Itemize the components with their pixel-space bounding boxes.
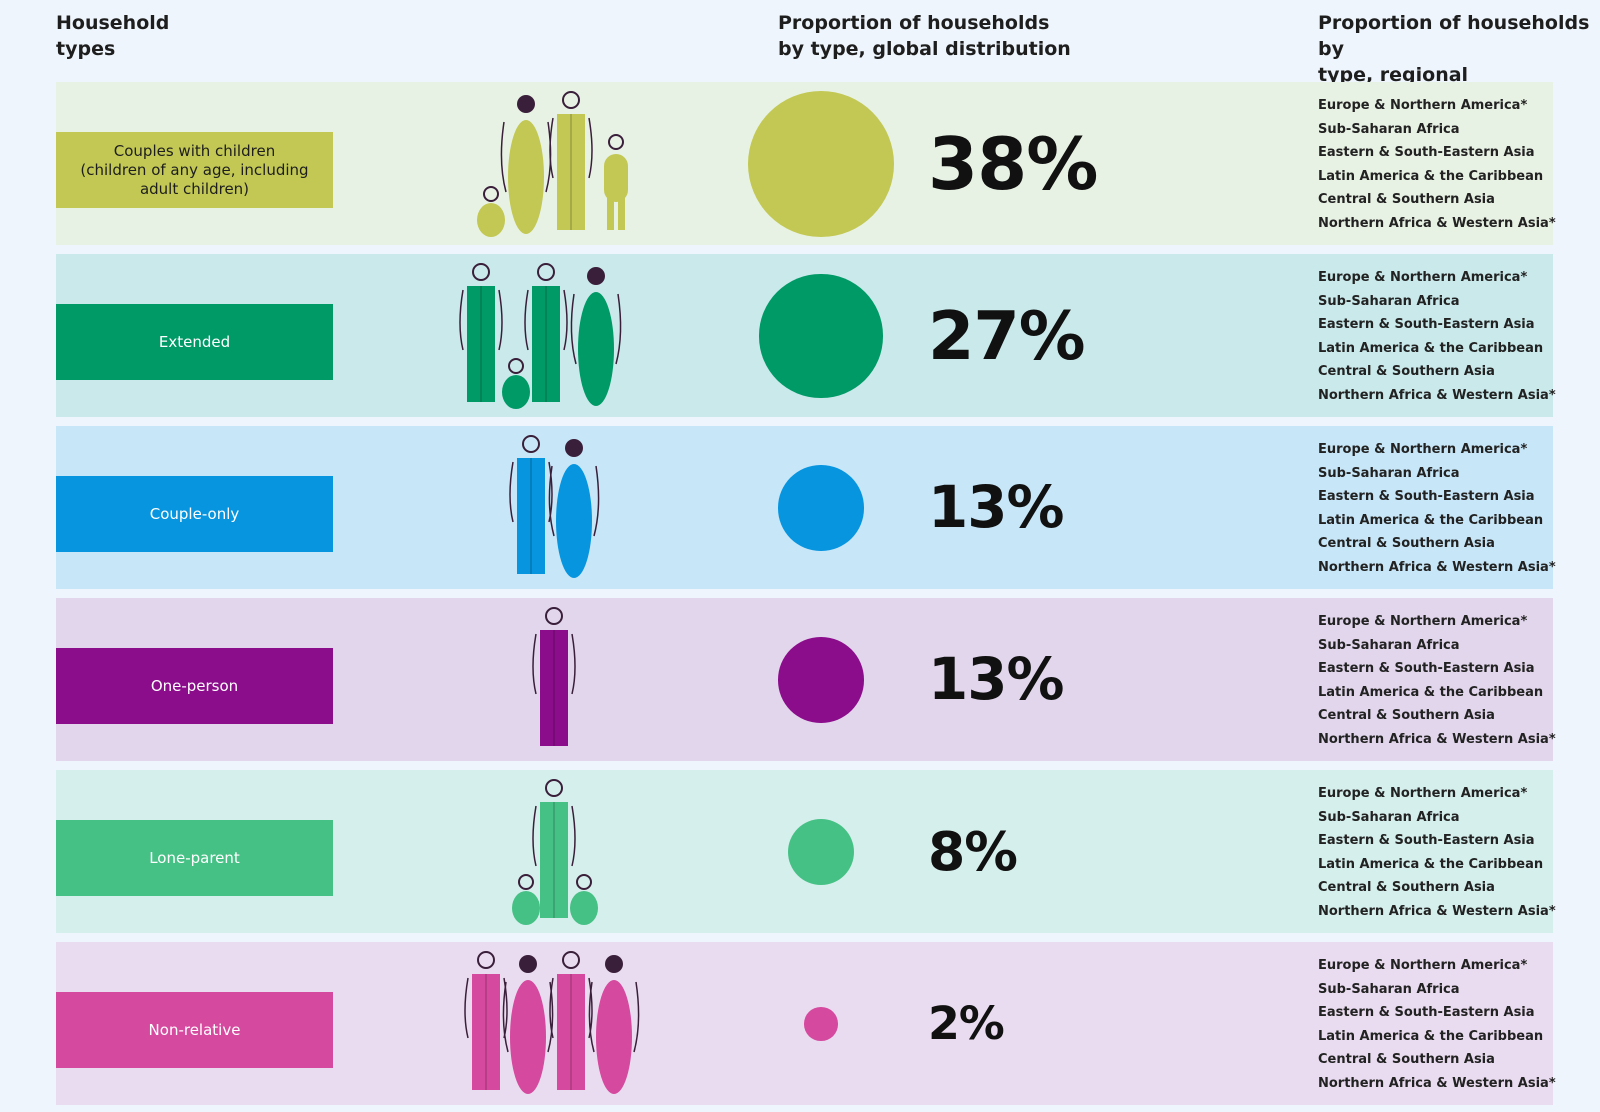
region-item: Central & Southern Asia xyxy=(1318,880,1495,895)
region-item: Northern Africa & Western Asia* xyxy=(1318,559,1556,575)
person-figure-icon xyxy=(588,955,640,1094)
household-row: One-person 13% Europe & Northern America* S… xyxy=(56,598,1556,761)
proportion-bubble xyxy=(778,465,864,551)
percentage-label: 13% xyxy=(928,473,1065,542)
household-row: Couple-only 13% Europe & Northern America*… xyxy=(56,426,1556,589)
person-figure-icon xyxy=(509,435,553,574)
region-item: Europe & Northern America* xyxy=(1318,270,1528,285)
region-item: Sub-Saharan Africa xyxy=(1318,981,1460,997)
household-type-label: Lone-parent xyxy=(56,820,333,896)
region-item: Central & Southern Asia xyxy=(1318,536,1495,551)
household-type-label: Non-relative xyxy=(56,992,333,1068)
region-item: Eastern & South-Eastern Asia xyxy=(1318,1005,1535,1020)
household-illustration xyxy=(459,263,622,409)
person-figure-icon xyxy=(512,874,540,925)
region-list: Europe & Northern America* Sub-Saharan Af… xyxy=(1318,954,1556,1095)
region-item: Northern Africa & Western Asia* xyxy=(1318,387,1556,403)
person-figure-icon xyxy=(548,439,600,578)
percentage-label: 27% xyxy=(928,296,1086,375)
household-type-label: One-person xyxy=(56,648,333,724)
region-item: Central & Southern Asia xyxy=(1318,1052,1495,1067)
region-item: Sub-Saharan Africa xyxy=(1318,121,1460,137)
region-item: Europe & Northern America* xyxy=(1318,958,1528,973)
proportion-bubble xyxy=(804,1007,838,1041)
region-item: Latin America & the Caribbean xyxy=(1318,1028,1544,1044)
global-distribution-header: Proportion of households by type, global… xyxy=(778,12,1071,60)
person-figure-icon xyxy=(549,951,593,1090)
region-item: Sub-Saharan Africa xyxy=(1318,637,1460,653)
household-row: Extended 27% Europe & Northern America* Sub… xyxy=(56,254,1556,417)
region-list: Europe & Northern America* Sub-Saharan Af… xyxy=(1318,782,1556,923)
region-item: Latin America & the Caribbean xyxy=(1318,856,1544,872)
person-figure-icon xyxy=(464,951,508,1090)
region-list: Europe & Northern America* Sub-Saharan Af… xyxy=(1318,610,1556,751)
region-list: Europe & Northern America* Sub-Saharan Af… xyxy=(1318,94,1556,235)
household-types-header: Household types xyxy=(56,12,170,60)
region-item: Latin America & the Caribbean xyxy=(1318,512,1544,528)
person-figure-icon xyxy=(532,779,576,918)
household-row: Lone-parent 8% Europe & Northern America* S… xyxy=(56,770,1556,933)
percentage-label: 13% xyxy=(928,645,1065,714)
region-item: Northern Africa & Western Asia* xyxy=(1318,731,1556,747)
region-item: Eastern & South-Eastern Asia xyxy=(1318,661,1535,676)
person-figure-icon xyxy=(570,267,622,406)
region-item: Europe & Northern America* xyxy=(1318,98,1528,113)
percentage-label: 2% xyxy=(928,996,1005,1051)
household-row: Non-relative 2% Europe & Northern America*… xyxy=(56,942,1556,1105)
region-item: Eastern & South-Eastern Asia xyxy=(1318,833,1535,848)
region-item: Sub-Saharan Africa xyxy=(1318,465,1460,481)
household-illustration xyxy=(512,779,598,925)
region-item: Central & Southern Asia xyxy=(1318,364,1495,379)
person-figure-icon xyxy=(570,874,598,925)
person-figure-icon xyxy=(477,186,505,237)
person-figure-icon xyxy=(502,358,530,409)
region-item: Eastern & South-Eastern Asia xyxy=(1318,145,1535,160)
region-item: Eastern & South-Eastern Asia xyxy=(1318,489,1535,504)
percentage-label: 8% xyxy=(928,820,1018,884)
proportion-bubble xyxy=(787,818,855,886)
person-figure-icon xyxy=(524,263,568,402)
region-item: Sub-Saharan Africa xyxy=(1318,293,1460,309)
region-item: Eastern & South-Eastern Asia xyxy=(1318,317,1535,332)
person-figure-icon xyxy=(549,91,593,230)
region-item: Northern Africa & Western Asia* xyxy=(1318,215,1556,231)
household-row: Couples with children (children of any a… xyxy=(56,82,1556,245)
region-list: Europe & Northern America* Sub-Saharan Af… xyxy=(1318,438,1556,579)
person-figure-icon xyxy=(500,95,552,234)
proportion-bubble xyxy=(748,91,894,237)
percentage-label: 38% xyxy=(928,122,1098,206)
household-illustration xyxy=(477,91,628,237)
proportion-bubble xyxy=(759,274,883,398)
region-item: Europe & Northern America* xyxy=(1318,786,1528,801)
region-item: Europe & Northern America* xyxy=(1318,442,1528,457)
region-item: Latin America & the Caribbean xyxy=(1318,684,1544,700)
region-item: Latin America & the Caribbean xyxy=(1318,340,1544,356)
person-figure-icon xyxy=(502,955,554,1094)
region-list: Europe & Northern America* Sub-Saharan Af… xyxy=(1318,266,1556,407)
region-item: Latin America & the Caribbean xyxy=(1318,168,1544,184)
region-item: Central & Southern Asia xyxy=(1318,708,1495,723)
proportion-bubble xyxy=(778,637,864,723)
region-item: Sub-Saharan Africa xyxy=(1318,809,1460,825)
household-illustration xyxy=(509,435,600,578)
household-illustration xyxy=(464,951,640,1094)
region-item: Northern Africa & Western Asia* xyxy=(1318,903,1556,919)
region-item: Northern Africa & Western Asia* xyxy=(1318,1075,1556,1091)
person-figure-icon xyxy=(532,607,576,746)
household-type-label: Couples with children (children of any a… xyxy=(56,132,333,208)
household-illustration xyxy=(532,607,576,746)
person-figure-icon xyxy=(604,134,628,230)
person-figure-icon xyxy=(459,263,503,402)
region-item: Europe & Northern America* xyxy=(1318,614,1528,629)
household-type-label: Extended xyxy=(56,304,333,380)
household-type-label: Couple-only xyxy=(56,476,333,552)
region-item: Central & Southern Asia xyxy=(1318,192,1495,207)
